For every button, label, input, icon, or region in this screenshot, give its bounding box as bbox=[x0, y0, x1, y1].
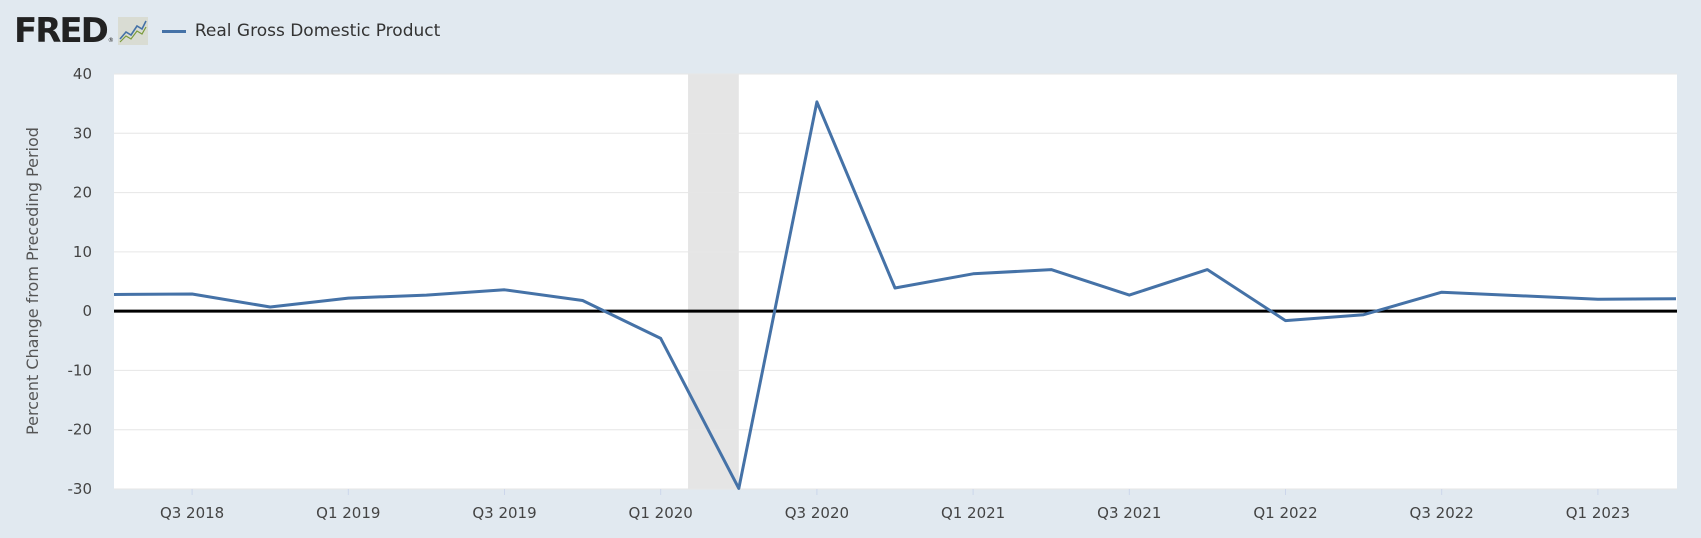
data-point[interactable] bbox=[189, 291, 195, 297]
y-tick-label: 40 bbox=[73, 65, 92, 83]
x-tick-label: Q3 2018 bbox=[160, 504, 224, 522]
data-point[interactable] bbox=[1361, 312, 1367, 318]
data-point[interactable] bbox=[736, 485, 742, 491]
plot-area bbox=[114, 74, 1677, 489]
y-tick-label: 0 bbox=[82, 302, 92, 320]
gridlines bbox=[114, 73, 1677, 490]
data-point[interactable] bbox=[658, 335, 664, 341]
x-tick-label: Q3 2022 bbox=[1410, 504, 1474, 522]
data-point[interactable] bbox=[1126, 292, 1132, 298]
y-tick-label: 10 bbox=[73, 243, 92, 261]
x-tick-label: Q1 2021 bbox=[941, 504, 1005, 522]
x-tick-label: Q1 2020 bbox=[629, 504, 693, 522]
y-axis-title: Percent Change from Preceding Period bbox=[23, 127, 42, 435]
data-point[interactable] bbox=[423, 292, 429, 298]
y-axis-ticks: 40 30 20 10 0 -10 -20 -30 bbox=[68, 65, 93, 498]
data-point[interactable] bbox=[267, 304, 273, 310]
y-tick-label: 20 bbox=[73, 184, 92, 202]
x-tick-label: Q3 2020 bbox=[785, 504, 849, 522]
data-point[interactable] bbox=[111, 292, 117, 298]
data-point[interactable] bbox=[1673, 296, 1679, 302]
legend-label: Real Gross Domestic Product bbox=[194, 21, 441, 41]
data-point[interactable] bbox=[1283, 318, 1289, 324]
data-point[interactable] bbox=[1595, 296, 1601, 302]
data-point[interactable] bbox=[1204, 267, 1210, 273]
data-point[interactable] bbox=[892, 285, 898, 291]
x-tick-label: Q1 2022 bbox=[1253, 504, 1317, 522]
data-point[interactable] bbox=[1517, 293, 1523, 299]
y-tick-label: -20 bbox=[68, 421, 93, 439]
data-point[interactable] bbox=[502, 287, 508, 293]
data-point[interactable] bbox=[814, 99, 820, 105]
data-point[interactable] bbox=[1048, 267, 1054, 273]
x-tick-label: Q1 2019 bbox=[316, 504, 380, 522]
data-point[interactable] bbox=[1439, 289, 1445, 295]
recession-shading bbox=[688, 74, 739, 489]
registered-mark: ® bbox=[107, 37, 114, 44]
fred-graph-icon bbox=[117, 17, 148, 45]
y-tick-label: -10 bbox=[68, 361, 93, 379]
y-tick-label: 30 bbox=[73, 124, 92, 142]
data-point[interactable] bbox=[580, 297, 586, 303]
x-axis-ticks: Q3 2018 Q1 2019 Q3 2019 Q1 2020 Q3 2020 Q1 20… bbox=[160, 489, 1630, 522]
fred-logo[interactable]: FRED bbox=[14, 11, 109, 51]
data-point[interactable] bbox=[345, 295, 351, 301]
legend[interactable]: Real Gross Domestic Product bbox=[161, 21, 441, 41]
x-tick-label: Q1 2023 bbox=[1566, 504, 1630, 522]
y-tick-label: -30 bbox=[68, 480, 93, 498]
x-tick-label: Q3 2019 bbox=[472, 504, 536, 522]
legend-swatch bbox=[161, 29, 186, 33]
data-point[interactable] bbox=[970, 271, 976, 277]
x-tick-label: Q3 2021 bbox=[1097, 504, 1161, 522]
chart-header: FRED ® Real Gross Domestic Product bbox=[14, 14, 440, 48]
series-line-real-gdp[interactable] bbox=[113, 100, 1677, 490]
